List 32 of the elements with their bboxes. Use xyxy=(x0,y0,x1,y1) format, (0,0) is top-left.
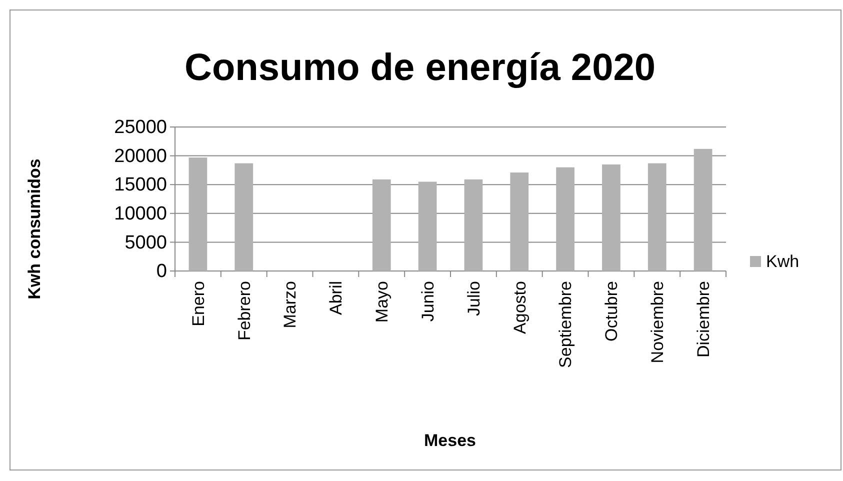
y-tick-label: 15000 xyxy=(114,174,167,196)
bar xyxy=(556,167,574,271)
bar xyxy=(648,163,666,271)
y-tick-label: 10000 xyxy=(114,203,167,224)
legend-label: Kwh xyxy=(766,252,800,271)
x-tick-label: Febrero xyxy=(234,281,254,341)
bar xyxy=(188,158,208,271)
bar xyxy=(372,179,391,271)
y-tick-label: 5000 xyxy=(124,232,167,254)
bar xyxy=(694,148,712,271)
x-tick-label: Septiembre xyxy=(556,281,576,368)
y-tick-label: 0 xyxy=(156,261,167,282)
bar xyxy=(418,182,437,271)
x-tick-label: Abril xyxy=(326,281,346,316)
x-tick-label: Enero xyxy=(188,281,208,326)
bar xyxy=(234,163,254,271)
x-tick-label: Junio xyxy=(418,281,438,322)
bar xyxy=(510,172,529,271)
y-axis-title: Kwh consumidos xyxy=(25,158,44,300)
chart-title: Consumo de energía 2020 xyxy=(184,47,656,89)
y-tick-label: 25000 xyxy=(114,117,167,138)
x-tick-label: Marzo xyxy=(280,281,300,328)
y-tick-label: 20000 xyxy=(114,146,167,167)
x-tick-label: Diciembre xyxy=(694,281,713,358)
x-tick-label: Mayo xyxy=(372,281,392,323)
x-tick-label: Noviembre xyxy=(648,281,668,364)
x-tick-label: Octubre xyxy=(602,281,622,342)
bar xyxy=(464,179,483,271)
x-axis-title: Meses xyxy=(424,431,476,450)
x-tick-label: Julio xyxy=(464,281,484,316)
bar xyxy=(602,164,620,271)
x-tick-label: Agosto xyxy=(510,281,530,334)
